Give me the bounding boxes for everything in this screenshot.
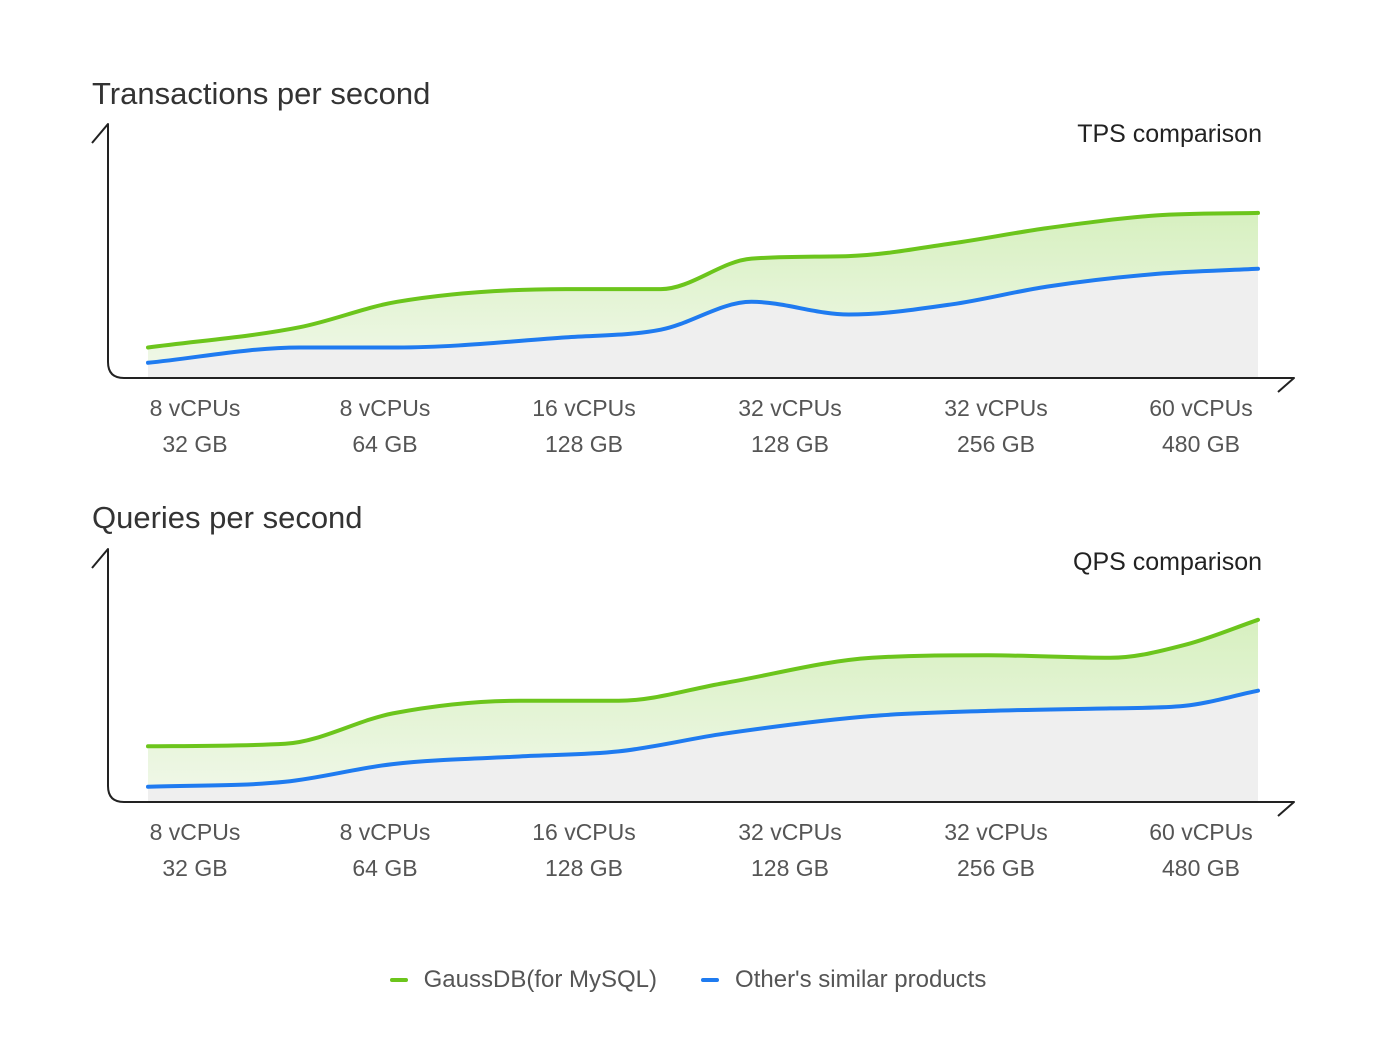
qps-axes xyxy=(91,548,1295,817)
qps-chart-title: Queries per second xyxy=(92,500,363,535)
legend-swatch-others xyxy=(701,978,720,982)
tps-others-line xyxy=(146,266,1260,365)
tps-chart-title: Transactions per second xyxy=(92,76,431,111)
tps-tick-label: 60 vCPUs 480 GB xyxy=(1149,395,1253,457)
qps-chart: QPS comparison 8 vCPUs 32 GB 8 vCPUs 64 GB 16… xyxy=(91,548,1295,881)
qps-tick-label: 32 vCPUs 256 GB xyxy=(944,819,1048,881)
qps-tick-label: 8 vCPUs 64 GB xyxy=(340,819,431,881)
tps-gaussdb-line xyxy=(146,210,1260,350)
tps-tick-label: 16 vCPUs 128 GB xyxy=(532,395,636,457)
qps-tick-label: 32 vCPUs 128 GB xyxy=(738,819,842,881)
legend: GaussDB(for MySQL) Other's similar produ… xyxy=(0,966,1376,994)
legend-label-gaussdb: GaussDB(for MySQL) xyxy=(423,966,658,993)
qps-gaussdb-line xyxy=(146,617,1260,749)
legend-swatch-gaussdb xyxy=(389,978,408,982)
tps-tick-label: 32 vCPUs 256 GB xyxy=(944,395,1048,457)
qps-tick-label: 60 vCPUs 480 GB xyxy=(1149,819,1253,881)
qps-tick-label: 16 vCPUs 128 GB xyxy=(532,819,636,881)
tps-axes xyxy=(91,123,1295,393)
qps-subtitle: QPS comparison xyxy=(1073,548,1262,576)
legend-item-gaussdb[interactable]: GaussDB(for MySQL) xyxy=(389,966,658,994)
qps-others-line xyxy=(146,688,1260,789)
tps-subtitle: TPS comparison xyxy=(1077,120,1262,148)
qps-tick-label: 8 vCPUs 32 GB xyxy=(150,819,241,881)
qps-others-area xyxy=(148,690,1258,802)
legend-item-others[interactable]: Other's similar products xyxy=(701,966,986,994)
tps-tick-label: 8 vCPUs 64 GB xyxy=(340,395,431,457)
tps-chart: TPS comparison 8 vCPUs 32 GB 8 vCPUs 64 GB 16… xyxy=(91,120,1295,457)
tps-tick-label: 8 vCPUs 32 GB xyxy=(150,395,241,457)
tps-others-area xyxy=(148,268,1258,378)
tps-tick-label: 32 vCPUs 128 GB xyxy=(738,395,842,457)
legend-label-others: Other's similar products xyxy=(735,966,987,993)
